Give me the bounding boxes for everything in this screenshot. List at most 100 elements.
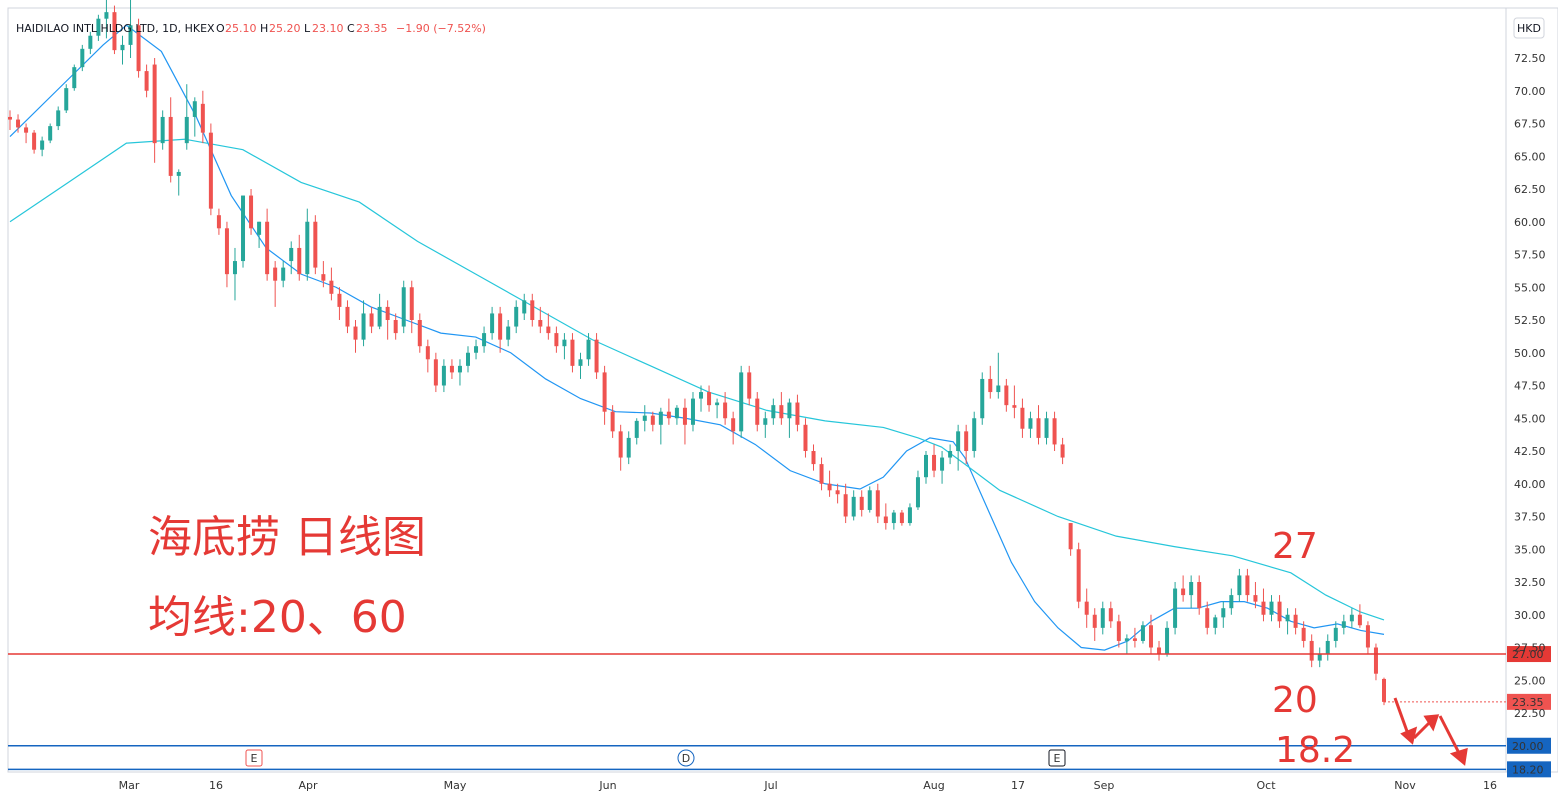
candle-body bbox=[216, 215, 221, 229]
candle-body bbox=[72, 67, 77, 89]
candle-body bbox=[610, 411, 615, 432]
candle-body bbox=[393, 320, 398, 334]
y-tick-label: 45.00 bbox=[1514, 412, 1546, 425]
candle-body bbox=[956, 431, 961, 451]
candle-body bbox=[1165, 627, 1170, 655]
candle-body bbox=[498, 313, 503, 340]
candles bbox=[8, 0, 1386, 706]
candle-body bbox=[980, 378, 985, 419]
candle-body bbox=[1229, 595, 1234, 609]
candle-body bbox=[771, 405, 776, 419]
candle-body bbox=[184, 116, 189, 144]
x-tick-label: Jul bbox=[763, 779, 777, 792]
candle-body bbox=[731, 418, 736, 432]
candle-body bbox=[273, 267, 278, 281]
candle-body bbox=[96, 18, 101, 36]
low-label: L bbox=[304, 22, 311, 35]
level-badge bbox=[1507, 761, 1551, 778]
x-axis-ticks: Mar 16 Apr May Jun Jul Aug 17 Sep Oct Nov 16 bbox=[119, 779, 1497, 792]
currency-badge[interactable] bbox=[1513, 17, 1545, 39]
candle-body bbox=[16, 119, 21, 128]
candle-body bbox=[562, 339, 567, 347]
annotation-level-27: 27 bbox=[1272, 526, 1318, 567]
x-tick-label: May bbox=[444, 779, 467, 792]
y-tick-label: 72.50 bbox=[1514, 52, 1546, 65]
last-price-label: 23.35 bbox=[1512, 696, 1544, 709]
candle-body bbox=[699, 392, 704, 399]
candle-body bbox=[530, 300, 535, 320]
candle-body bbox=[409, 287, 414, 320]
candle-body bbox=[867, 490, 872, 510]
candle-body bbox=[1020, 407, 1025, 429]
candle-body bbox=[602, 372, 607, 412]
candle-body bbox=[200, 103, 205, 133]
candle-body bbox=[457, 365, 462, 373]
candle-body bbox=[1181, 588, 1186, 596]
candle-body bbox=[1173, 588, 1178, 628]
candle-body bbox=[1157, 647, 1162, 655]
candle-body bbox=[482, 333, 487, 347]
y-tick-label: 50.00 bbox=[1514, 347, 1546, 360]
x-tick-label: 16 bbox=[1483, 779, 1497, 792]
candle-body bbox=[891, 512, 896, 524]
candle-body bbox=[795, 402, 800, 425]
candle-body bbox=[474, 346, 479, 353]
y-tick-label: 57.50 bbox=[1514, 249, 1546, 262]
horizontal-levels: 27.00 20.00 18.20 23.35 bbox=[8, 646, 1551, 778]
candle-body bbox=[1245, 575, 1250, 596]
candle-body bbox=[1108, 608, 1113, 622]
candle-body bbox=[578, 359, 583, 366]
candle-body bbox=[715, 402, 720, 406]
plot-area[interactable] bbox=[7, 7, 1507, 773]
candle-body bbox=[666, 411, 671, 419]
candle-body bbox=[192, 101, 197, 117]
candle-body bbox=[674, 407, 679, 419]
candle-body bbox=[417, 320, 422, 347]
candle-body bbox=[932, 454, 937, 471]
candle-body bbox=[1116, 621, 1121, 641]
candle-body bbox=[996, 385, 1001, 393]
candle-body bbox=[1341, 621, 1346, 628]
level-badge-label: 18.20 bbox=[1512, 763, 1544, 776]
candle-body bbox=[152, 64, 157, 144]
y-axis-ticks: 72.50 70.00 67.50 65.00 62.50 60.00 57.50 55.00… bbox=[1514, 52, 1546, 720]
candle-body bbox=[176, 171, 181, 176]
price-axis[interactable] bbox=[1505, 7, 1558, 773]
candle-body bbox=[1004, 385, 1009, 406]
candle-body bbox=[642, 415, 647, 421]
candle-body bbox=[466, 352, 470, 366]
x-tick-label: Aug bbox=[923, 779, 944, 792]
candle-body bbox=[297, 247, 302, 275]
y-tick-label: 22.50 bbox=[1514, 707, 1546, 720]
candle-body bbox=[964, 431, 969, 451]
level-badge-label: 27.00 bbox=[1512, 648, 1544, 661]
annotation-level-18: 18.2 bbox=[1275, 730, 1355, 771]
x-tick-label: Apr bbox=[298, 779, 318, 792]
x-tick-label: 17 bbox=[1011, 779, 1025, 792]
candle-body bbox=[224, 228, 229, 275]
candle-body bbox=[1285, 614, 1290, 622]
candle-body bbox=[779, 405, 784, 419]
candle-body bbox=[538, 320, 543, 327]
candle-body bbox=[305, 221, 310, 275]
earnings-marker-label: E bbox=[1054, 752, 1061, 765]
candle-body bbox=[514, 306, 519, 327]
candle-body bbox=[1052, 418, 1057, 445]
candle-body bbox=[1100, 608, 1105, 628]
candle-body bbox=[128, 25, 133, 45]
candle-body bbox=[1373, 647, 1378, 674]
candle-body bbox=[249, 195, 254, 229]
y-tick-label: 32.50 bbox=[1514, 576, 1546, 589]
candle-body bbox=[104, 12, 109, 19]
candle-body bbox=[1349, 614, 1354, 622]
x-tick-label: 16 bbox=[209, 779, 223, 792]
low-value: 23.10 bbox=[312, 22, 344, 35]
level-badge bbox=[1507, 737, 1551, 754]
candle-body bbox=[899, 512, 904, 524]
candle-body bbox=[1293, 614, 1298, 628]
annotation-title: 海底捞 日线图 bbox=[148, 512, 426, 563]
last-price-badge bbox=[1507, 693, 1551, 710]
candle-body bbox=[1301, 627, 1306, 641]
y-tick-label: 70.00 bbox=[1514, 85, 1546, 98]
